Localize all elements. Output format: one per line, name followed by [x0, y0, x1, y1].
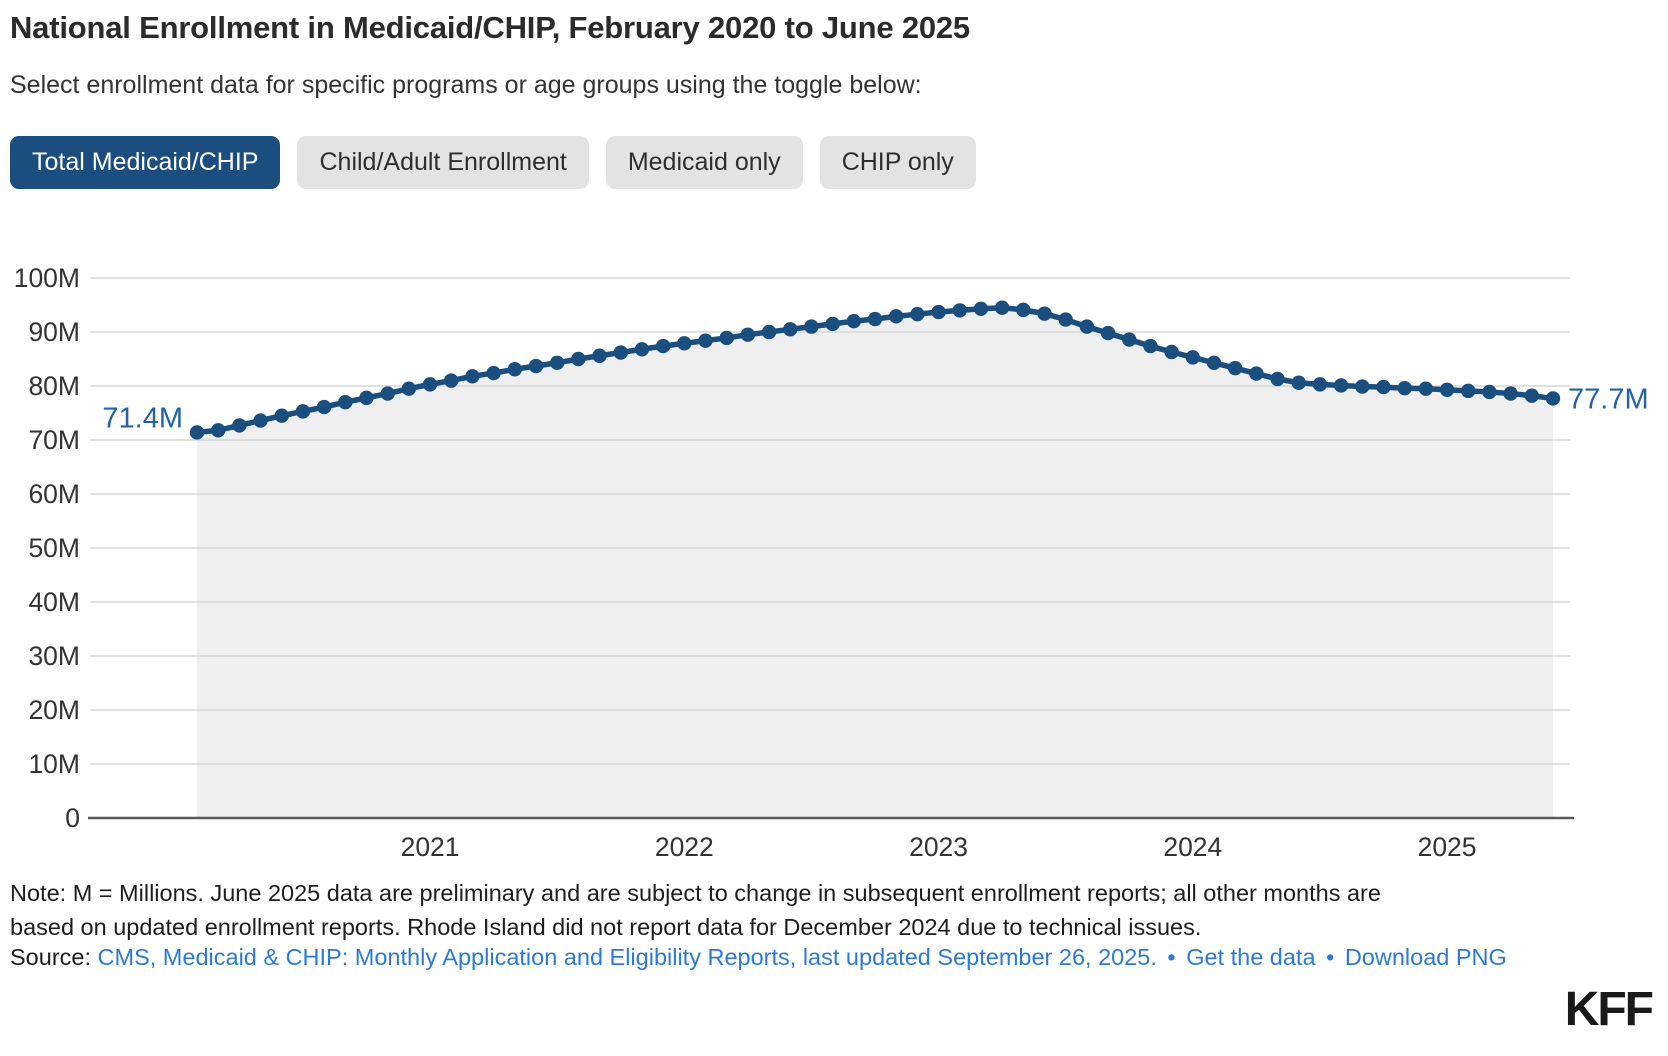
x-tick-label: 2022 [655, 832, 714, 862]
y-tick-label: 60M [28, 479, 80, 509]
y-tick-label: 100M [14, 263, 80, 293]
page-subtitle: Select enrollment data for specific prog… [10, 71, 922, 99]
enrollment-line-chart: 0 10M 20M 30M 40M 50M 60M 70M 80M 90M 100M 2021 2022… [14, 263, 1649, 862]
x-tick-label: 2023 [909, 832, 968, 862]
kff-logo: KFF [1564, 983, 1654, 1036]
y-tick-label: 40M [28, 587, 80, 617]
y-axis-labels: 0 10M 20M 30M 40M 50M 60M 70M 80M 90M 100M [14, 263, 80, 833]
y-tick-label: 10M [28, 749, 80, 779]
series-points [189, 300, 1561, 440]
y-tick-label: 30M [28, 641, 80, 671]
y-gridlines [90, 277, 1570, 765]
x-tick-label: 2025 [1418, 832, 1477, 862]
get-data-link[interactable]: Get the data [1186, 944, 1316, 970]
page-title: National Enrollment in Medicaid/CHIP, Fe… [10, 10, 970, 45]
download-png-link[interactable]: Download PNG [1344, 944, 1507, 970]
area-fill [197, 307, 1553, 818]
source-link[interactable]: CMS, Medicaid & CHIP: Monthly Applicatio… [97, 944, 1157, 970]
y-tick-label: 90M [28, 317, 80, 347]
toggle-child-adult-enrollment[interactable]: Child/Adult Enrollment [297, 136, 589, 189]
x-axis-labels: 2021 2022 2023 2024 2025 [401, 832, 1477, 862]
program-toggle-group: Total Medicaid/CHIP Child/Adult Enrollme… [10, 136, 976, 189]
x-tick-label: 2021 [401, 832, 460, 862]
source-label: Source: [10, 944, 91, 970]
toggle-medicaid-only[interactable]: Medicaid only [605, 136, 803, 189]
last-value-label: 77.7M [1568, 383, 1649, 415]
source-line: Source: CMS, Medicaid & CHIP: Monthly Ap… [10, 944, 1507, 971]
y-tick-label: 80M [28, 371, 80, 401]
y-tick-label: 50M [28, 533, 80, 563]
y-tick-label: 0 [65, 803, 80, 833]
separator-dot: • [1326, 944, 1335, 970]
chart-note: Note: M = Millions. June 2025 data are p… [10, 880, 1381, 940]
toggle-chip-only[interactable]: CHIP only [819, 136, 976, 189]
first-value-label: 71.4M [102, 402, 183, 434]
y-tick-label: 20M [28, 695, 80, 725]
separator-dot: • [1167, 944, 1176, 970]
y-tick-label: 70M [28, 425, 80, 455]
x-tick-label: 2024 [1163, 832, 1222, 862]
toggle-total-medicaid-chip[interactable]: Total Medicaid/CHIP [10, 136, 281, 189]
